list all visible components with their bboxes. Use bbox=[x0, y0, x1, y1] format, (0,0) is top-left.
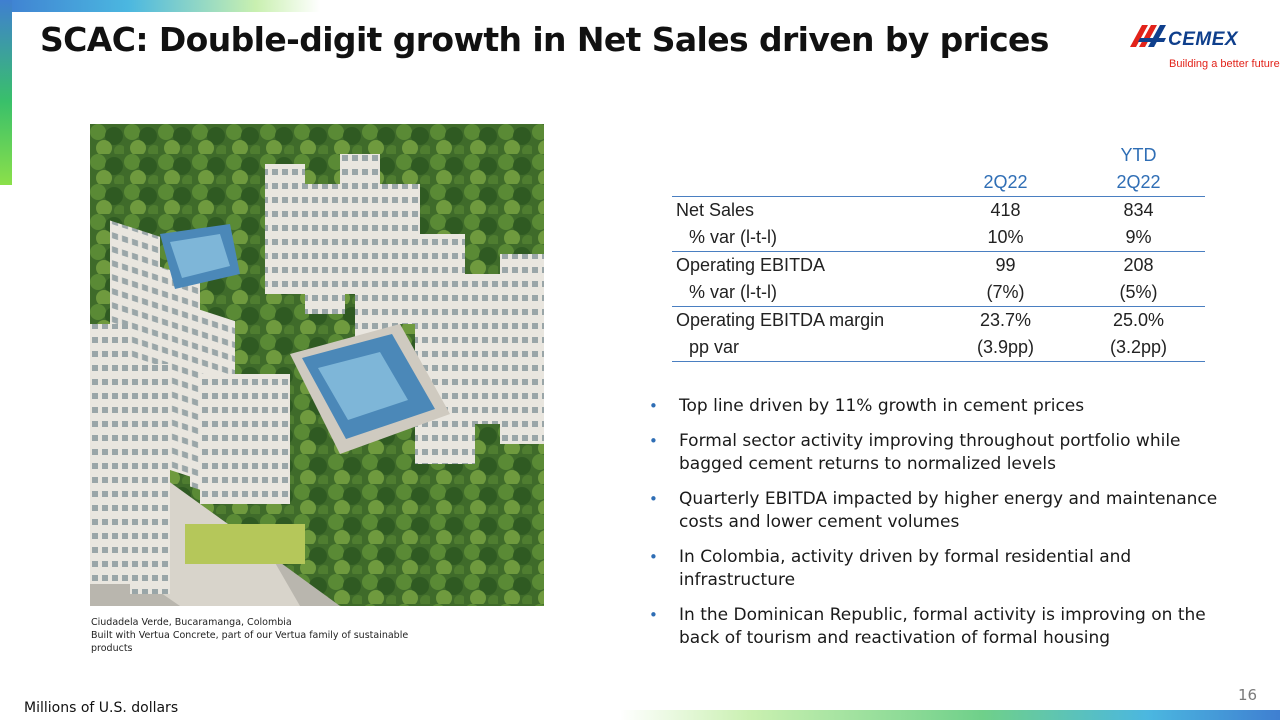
photo-caption: Ciudadela Verde, Bucaramanga, Colombia B… bbox=[91, 616, 451, 655]
logo-wordmark: CEMEX bbox=[1168, 29, 1239, 50]
list-item: • Quarterly EBITDA impacted by higher ene… bbox=[649, 489, 1218, 532]
caption-line: Ciudadela Verde, Bucaramanga, Colombia bbox=[91, 617, 292, 628]
table-row: pp var (3.9pp) (3.2pp) bbox=[672, 334, 1205, 362]
cell-value: 23.7% bbox=[939, 306, 1072, 334]
bullet-icon: • bbox=[649, 606, 658, 624]
logo-tagline: Building a better future bbox=[1169, 58, 1280, 70]
cell-value: (7%) bbox=[986, 282, 1025, 302]
cemex-logo: CEMEX Building a better future bbox=[1128, 18, 1280, 72]
row-label: Operating EBITDA bbox=[672, 251, 939, 279]
row-label: Operating EBITDA margin bbox=[672, 306, 939, 334]
caption-line: products bbox=[91, 643, 133, 654]
bullet-icon: • bbox=[649, 490, 658, 508]
bullet-icon: • bbox=[649, 548, 658, 566]
cell-value: 834 bbox=[1072, 196, 1205, 224]
table-row: % var (l-t-l) (7%) (5%) bbox=[672, 279, 1205, 307]
cell-value: 10% bbox=[987, 227, 1024, 247]
cell-value: (3.2pp) bbox=[1072, 334, 1205, 362]
highlights-list: • Top line driven by 11% growth in cement… bbox=[645, 395, 1245, 662]
project-aerial-photo bbox=[90, 124, 544, 606]
bottom-gradient-bar bbox=[620, 710, 1280, 720]
table-row: Operating EBITDA margin 23.7% 25.0% bbox=[672, 306, 1205, 334]
row-label: Net Sales bbox=[672, 196, 939, 224]
page-number: 16 bbox=[1238, 686, 1258, 704]
row-label: % var (l-t-l) bbox=[689, 282, 777, 302]
table-header-row-top: YTD bbox=[672, 142, 1205, 169]
table-row: % var (l-t-l) 10% 9% bbox=[672, 224, 1205, 252]
col-header-ytd-2q22: 2Q22 bbox=[1116, 172, 1161, 192]
row-label: % var (l-t-l) bbox=[689, 227, 777, 247]
bullet-icon: • bbox=[649, 432, 658, 450]
units-footnote: Millions of U.S. dollars bbox=[24, 700, 179, 716]
list-item: • In the Dominican Republic, formal activ… bbox=[649, 605, 1206, 648]
cell-value: (3.9pp) bbox=[939, 334, 1072, 362]
slide-title: SCAC: Double-digit growth in Net Sales d… bbox=[40, 20, 1049, 59]
cell-value: 208 bbox=[1072, 251, 1205, 279]
cemex-logo-mark-icon bbox=[1130, 25, 1166, 47]
col-header-ytd-label: YTD bbox=[1120, 145, 1157, 165]
list-item: • In Colombia, activity driven by formal … bbox=[649, 547, 1132, 590]
list-item: • Formal sector activity improving throug… bbox=[649, 431, 1181, 474]
cell-value: 9% bbox=[1125, 227, 1152, 247]
cell-value: (5%) bbox=[1119, 282, 1158, 302]
list-item: • Top line driven by 11% growth in cement… bbox=[649, 396, 1085, 416]
caption-line: Built with Vertua Concrete, part of our … bbox=[91, 630, 409, 641]
cell-value: 99 bbox=[939, 251, 1072, 279]
financial-summary-table: YTD 2Q22 2Q22 Net Sales 418 834 % var (l… bbox=[672, 142, 1205, 362]
top-gradient-bar bbox=[0, 0, 320, 12]
row-label: pp var bbox=[672, 334, 939, 362]
cell-value: 25.0% bbox=[1072, 306, 1205, 334]
table-row: Operating EBITDA 99 208 bbox=[672, 251, 1205, 279]
table-row: Net Sales 418 834 bbox=[672, 196, 1205, 224]
table-header-row: 2Q22 2Q22 bbox=[672, 169, 1205, 197]
bullet-icon: • bbox=[649, 397, 658, 415]
col-header-2q22: 2Q22 bbox=[983, 172, 1028, 192]
cell-value: 418 bbox=[939, 196, 1072, 224]
left-gradient-bar bbox=[0, 0, 12, 185]
